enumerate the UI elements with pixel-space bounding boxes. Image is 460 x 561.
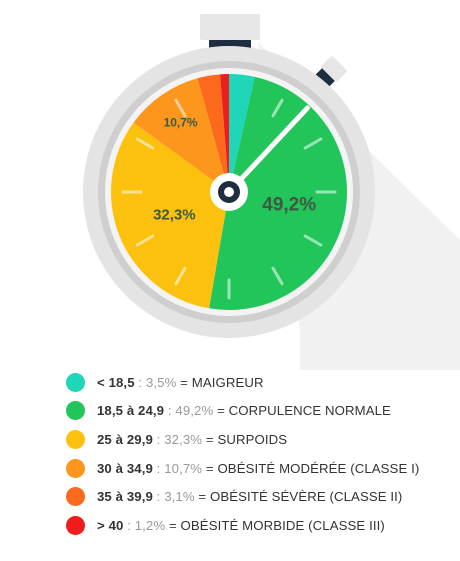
legend-equals: = xyxy=(165,517,181,533)
side-button-cap xyxy=(321,56,347,82)
side-button-band xyxy=(314,68,335,89)
legend-percent: 10,7% xyxy=(164,460,203,476)
dial-tick xyxy=(174,98,187,118)
dial-tick xyxy=(174,266,187,286)
dial-ticks xyxy=(121,98,337,300)
pie-slice-6 xyxy=(220,74,229,192)
legend-percent: 1,2% xyxy=(134,517,166,533)
legend-equals: = xyxy=(194,489,211,505)
legend-equals: = xyxy=(202,431,218,447)
side-button xyxy=(314,56,347,89)
legend-label: OBÉSITÉ MODÉRÉE (CLASSE I) xyxy=(217,460,420,476)
legend-text: 35 à 39,9 : 3,1% = OBÉSITÉ SÉVÈRE (CLASS… xyxy=(97,489,402,504)
legend-separator: : xyxy=(164,403,176,419)
legend-separator: : xyxy=(152,431,165,447)
stopwatch-hand xyxy=(210,105,310,211)
legend-range: 25 à 29,9 xyxy=(97,431,153,447)
dial-tick xyxy=(135,137,155,150)
legend-separator: : xyxy=(123,517,135,533)
legend-item: < 18,5 : 3,5% = MAIGREUR xyxy=(66,368,456,397)
legend-text: 25 à 29,9 : 32,3% = SURPOIDS xyxy=(97,432,287,447)
legend-separator: : xyxy=(152,489,165,505)
dial-tick xyxy=(135,234,155,247)
legend-equals: = xyxy=(202,460,218,476)
crown-top xyxy=(200,14,260,40)
hand-needle xyxy=(226,105,310,195)
slice-value-label: 10,7% xyxy=(164,115,198,129)
slice-value-label: 49,2% xyxy=(262,195,316,216)
legend-range: < 18,5 xyxy=(97,374,135,390)
legend-text: > 40 : 1,2% = OBÉSITÉ MORBIDE (CLASSE II… xyxy=(97,518,385,533)
legend-range: 30 à 34,9 xyxy=(97,460,153,476)
slice-value-labels: 49,2% 32,3% 10,7% xyxy=(153,115,316,223)
chart-legend: < 18,5 : 3,5% = MAIGREUR 18,5 à 24,9 : 49… xyxy=(66,368,456,540)
legend-label: OBÉSITÉ SÉVÈRE (CLASSE II) xyxy=(210,489,403,505)
legend-item: > 40 : 1,2% = OBÉSITÉ MORBIDE (CLASSE II… xyxy=(66,511,456,540)
legend-range: > 40 xyxy=(97,517,124,533)
slice-value-label: 32,3% xyxy=(153,206,196,223)
legend-color-dot xyxy=(66,515,85,535)
stopwatch-chart: 49,2% 32,3% 10,7% xyxy=(83,14,460,370)
pie-slices xyxy=(111,74,347,310)
pie-slice-2 xyxy=(209,76,347,310)
legend-item: 25 à 29,9 : 32,3% = SURPOIDS xyxy=(66,425,456,454)
dial-tick xyxy=(303,137,323,150)
legend-text: < 18,5 : 3,5% = MAIGREUR xyxy=(97,375,264,390)
legend-item: 30 à 34,9 : 10,7% = OBÉSITÉ MODÉRÉE (CLA… xyxy=(66,454,456,483)
legend-color-dot xyxy=(66,458,85,478)
legend-separator: : xyxy=(134,374,146,390)
legend-color-dot xyxy=(66,487,85,507)
legend-color-dot xyxy=(66,372,85,392)
dial-tick xyxy=(271,98,284,118)
legend-range: 35 à 39,9 xyxy=(97,489,153,505)
pie-slice-5 xyxy=(197,74,229,192)
legend-color-dot xyxy=(66,401,85,421)
legend-item: 18,5 à 24,9 : 49,2% = CORPULENCE NORMALE xyxy=(66,397,456,426)
legend-label: SURPOIDS xyxy=(217,431,288,447)
legend-item: 35 à 39,9 : 3,1% = OBÉSITÉ SÉVÈRE (CLASS… xyxy=(66,482,456,511)
dial-tick xyxy=(303,234,323,247)
pie-slice-3 xyxy=(111,122,229,309)
pie-slice-4 xyxy=(133,78,229,192)
pie-slice-1 xyxy=(229,74,255,192)
hub-center xyxy=(224,187,234,197)
legend-range: 18,5 à 24,9 xyxy=(97,403,165,419)
legend-label: MAIGREUR xyxy=(191,374,264,390)
legend-percent: 32,3% xyxy=(164,431,203,447)
legend-percent: 49,2% xyxy=(175,403,214,419)
legend-percent: 3,5% xyxy=(145,374,177,390)
dial-tick xyxy=(271,266,284,286)
legend-label: CORPULENCE NORMALE xyxy=(228,403,391,419)
legend-equals: = xyxy=(176,374,192,390)
legend-equals: = xyxy=(213,403,229,419)
legend-text: 18,5 à 24,9 : 49,2% = CORPULENCE NORMALE xyxy=(97,403,391,418)
legend-text: 30 à 34,9 : 10,7% = OBÉSITÉ MODÉRÉE (CLA… xyxy=(97,461,419,476)
legend-label: OBÉSITÉ MORBIDE (CLASSE III) xyxy=(180,517,385,533)
legend-separator: : xyxy=(152,460,165,476)
legend-color-dot xyxy=(66,429,85,449)
crown-band xyxy=(209,40,251,50)
legend-percent: 3,1% xyxy=(164,489,195,505)
